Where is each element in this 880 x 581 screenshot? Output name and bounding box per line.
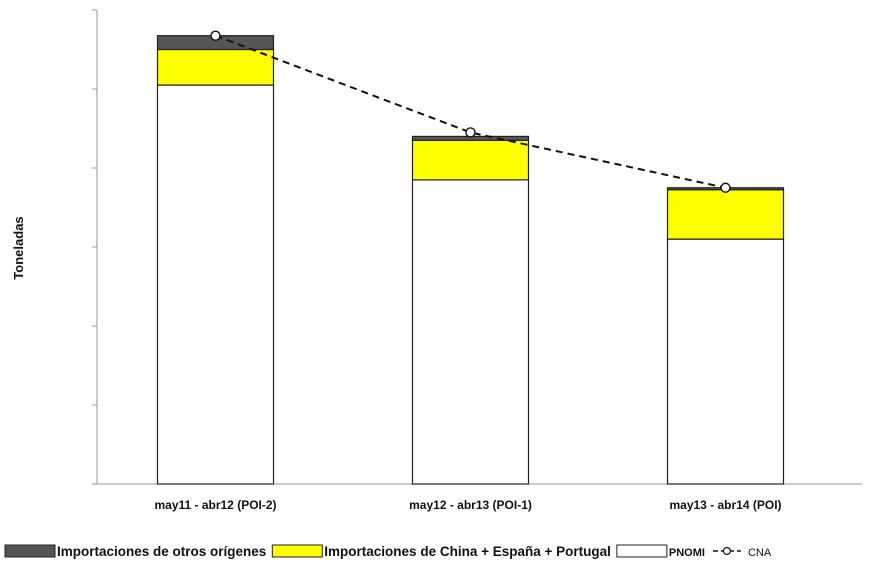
x-tick-label-2: may12 - abr13 (POI-1) [409,498,532,512]
bars [156,35,785,485]
cna-point-3 [720,182,731,193]
x-tick-labels: may11 - abr12 (POI-2) may12 - abr13 (POI-… [154,498,781,512]
legend-label-importaciones-de-china-espa-a-portugal: Importaciones de China + España + Portug… [324,544,611,559]
legend-item-pnomi: PNOMI [616,544,705,559]
bar-pnomi-1 [156,84,275,485]
cna-line-path [215,34,726,189]
x-tick-label-1: may11 - abr12 (POI-2) [154,498,276,512]
legend-marker-cna [722,546,732,556]
legend-item-cna: CNA [712,546,772,559]
bar-importaciones-de-china-espa-a-portugal-3 [666,189,785,240]
legend-label-pnomi: PNOMI [669,547,705,559]
x-tick-label-3: may13 - abr14 (POI) [669,498,781,512]
legend-swatch-importaciones-de-otros-or-genes [4,544,56,558]
legend-swatch-pnomi [616,544,668,558]
bar-pnomi-2 [411,179,530,485]
bar-pnomi-3 [666,238,785,485]
legend-label-importaciones-de-otros-or-genes: Importaciones de otros orígenes [57,544,266,559]
y-axis-label: Toneladas [11,216,26,279]
bar-importaciones-de-china-espa-a-portugal-1 [156,48,275,86]
cna-point-2 [465,127,476,138]
legend: Importaciones de otros orígenes Importaci… [4,544,772,559]
legend-item-importaciones-de-otros-or-genes: Importaciones de otros orígenes [4,544,266,559]
legend-item-importaciones-de-china-espa-a-portugal: Importaciones de China + España + Portug… [271,544,611,559]
legend-label-cna: CNA [748,547,772,559]
cna-point-1 [210,30,221,41]
legend-swatch-importaciones-de-china-espa-a-portugal [271,544,323,558]
cna-line [210,30,731,193]
bar-importaciones-de-china-espa-a-portugal-2 [411,139,530,181]
